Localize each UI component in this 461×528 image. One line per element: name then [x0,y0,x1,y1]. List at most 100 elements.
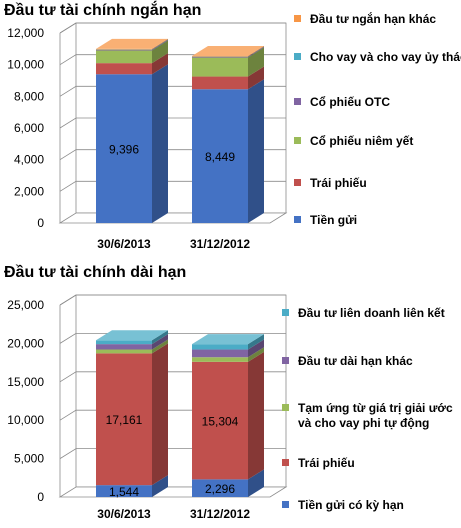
data-label: 9,396 [109,143,139,157]
bar-segment [192,66,264,90]
data-label: 1,544 [109,485,139,499]
legend-swatch [294,179,301,186]
bar-segment [96,475,168,497]
legend-label: Tiền gửi có kỳ hạn [298,498,404,512]
gridline [59,294,286,306]
legend-swatch [294,216,301,223]
bar-segment [192,47,264,77]
y-tick-label: 20,000 [7,336,44,350]
legend-label: Cho vay và cho vay ủy thác [310,50,461,64]
bar-segment [96,64,168,223]
bar-segment-front [192,89,248,223]
bar-segment-front [192,349,248,358]
legend-label: Trái phiếu [310,176,367,190]
legend-label: Đầu tư liên doanh liên kết [298,306,445,320]
bar-segment-front [192,361,248,480]
x-tick-label: 30/6/2013 [97,237,151,251]
bar-segment-side [248,47,264,77]
bar-segment-front [96,50,152,64]
legend-label: Tiền gửi [310,213,358,227]
legend-swatch [282,309,289,316]
legend-swatch [294,98,301,105]
bar-segment-front [96,74,152,223]
bar-segment-front [96,48,152,50]
y-tick-label: 0 [37,216,44,230]
bar-segment-side [248,45,264,57]
bar-segment-side [152,334,168,350]
bar-segment [96,39,168,51]
bar-segment-front [192,76,248,90]
bar-segment-front [96,349,152,354]
chart-title: Đầu tư tài chính ngắn hạn [4,2,202,19]
bar-segment [192,46,264,57]
bar-segment [192,79,264,223]
legend-label: Đầu tư ngắn hạn khác [310,12,437,26]
chart-plot-area: 0 2,000 4,000 6,000 8,000 10,000 12,000 9,396 30… [7,22,288,251]
bar-segment-top [192,45,264,56]
bar-segment-side [248,347,264,362]
legend-label: Cổ phiếu niêm yết [310,134,414,148]
bar-segment-front [192,357,248,362]
bar-segment [192,351,264,480]
bar-segment-side [248,334,264,350]
legend-swatch [282,357,289,364]
bar-segment [96,343,168,486]
bar-segment [192,46,264,58]
bar-segment-top [96,330,168,341]
bar-segment-front [192,55,248,57]
y-tick-label: 8,000 [14,89,44,103]
bar-segment [192,334,264,350]
y-tick-label: 6,000 [14,121,44,135]
y-tick-label: 12,000 [7,26,44,40]
legend-label: Tạm ứng từ giá trị giải ước và cho vay p… [298,401,453,430]
y-tick-label: 0 [37,490,44,504]
bar-segment-side [248,79,264,223]
y-tick-label: 5,000 [14,452,44,466]
chart-title: Đầu tư tài chính dài hạn [4,264,187,281]
bar-segment-side [152,343,168,486]
bar-segment-side [152,339,168,354]
bar-segment [192,45,264,57]
data-label: 15,304 [202,415,239,429]
y-tick-label: 2,000 [14,184,44,198]
bar-segment-front [96,344,152,350]
bar-segment-side [248,46,264,57]
y-tick-label: 10,000 [7,58,44,72]
bar-segment-top [192,334,264,345]
bar-segment-side [152,475,168,497]
legend-label: Trái phiếu [298,456,355,470]
bar-segment [96,53,168,75]
bar-segment-side [248,339,264,358]
bar-segment-top [96,38,168,49]
bar-segment-side [248,66,264,90]
bar-segment-front [192,344,248,350]
bar-segment-side [152,39,168,51]
x-tick-label: 31/12/2012 [190,507,250,521]
long-term-investment-chart: Đầu tư tài chính dài hạn 0 5,000 10,000 15,… [0,262,461,528]
bar-segment-side [152,53,168,75]
bar-segment-front [192,57,248,77]
bar-segment [96,39,168,50]
x-tick-label: 30/6/2013 [97,507,151,521]
legend-swatch [294,53,301,60]
legend-swatch [282,501,289,508]
bar-segment-front [192,479,248,497]
legend-swatch [282,404,289,411]
bar-segment-front [96,63,152,75]
bar-segment [96,339,168,354]
legend-swatch [294,15,301,22]
data-label: 8,449 [205,150,235,164]
gridline [59,333,286,344]
legend-swatch [294,137,301,144]
bar-segment-side [248,351,264,480]
legend-label: Đầu tư dài hạn khác [298,354,413,368]
bar-segment-front [96,49,152,51]
y-tick-label: 10,000 [7,413,44,427]
legend-label: Cổ phiếu OTC [310,95,390,109]
bar-segment [96,334,168,350]
data-label: 17,161 [106,413,143,427]
gridline [59,22,286,34]
bar-segment-side [152,39,168,50]
y-tick-label: 25,000 [7,298,44,312]
bar-segment-front [96,485,152,497]
